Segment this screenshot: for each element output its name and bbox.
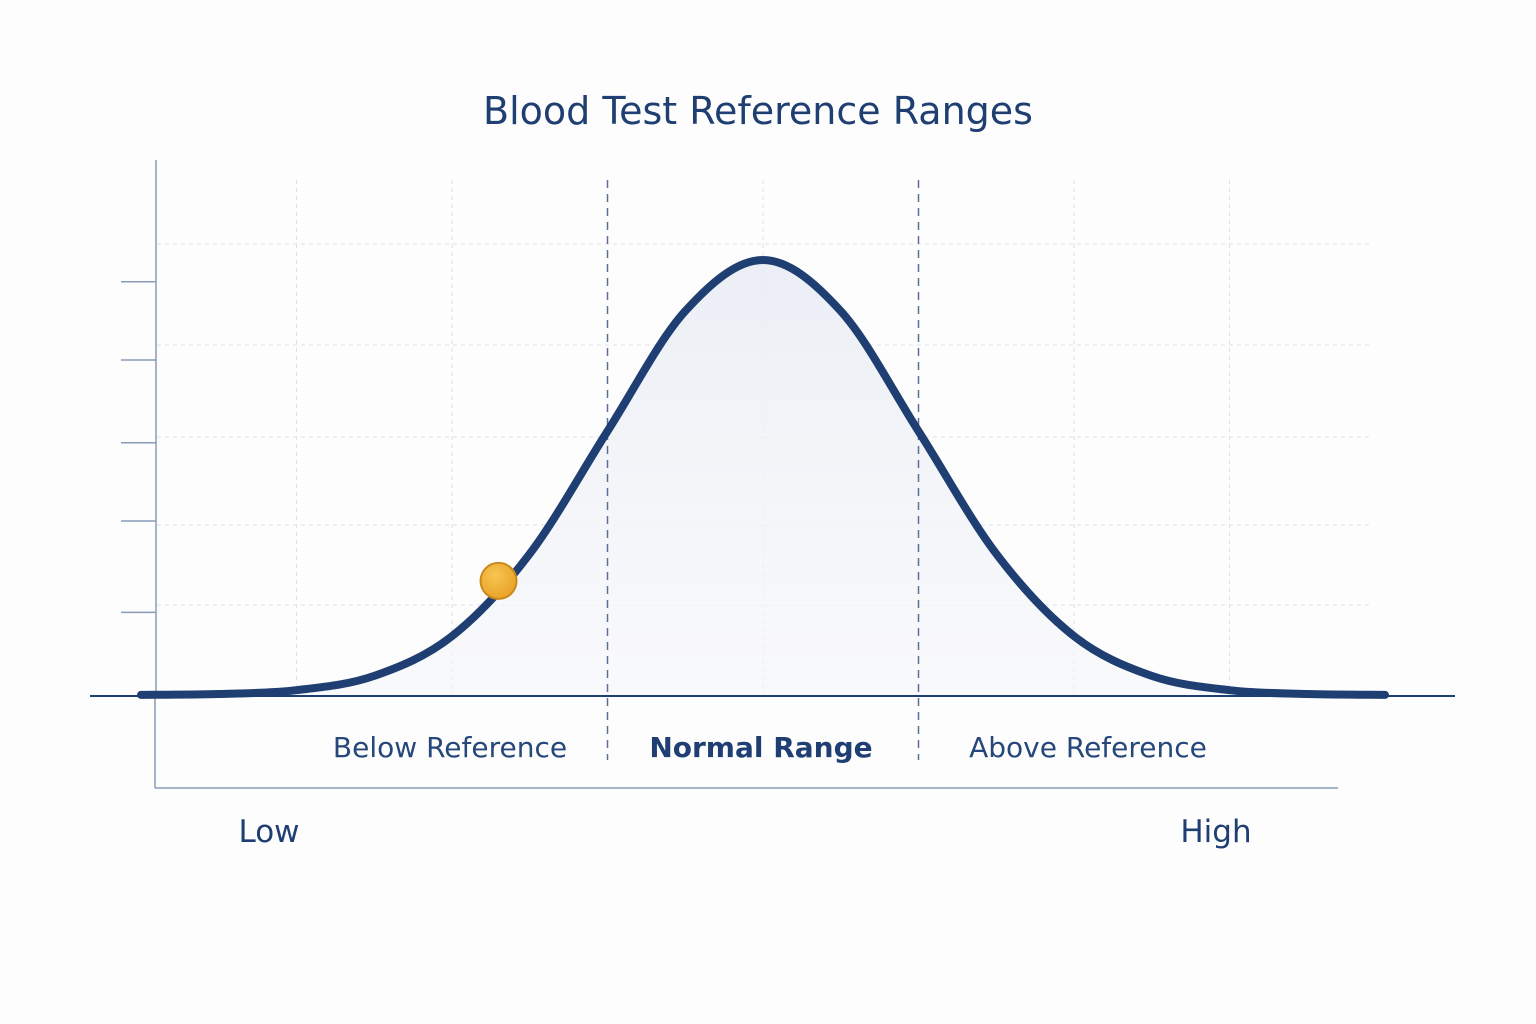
curve-area bbox=[141, 260, 1385, 695]
chart-title: Blood Test Reference Ranges bbox=[483, 89, 1033, 133]
axes bbox=[90, 160, 1455, 789]
x-label-high: High bbox=[1180, 814, 1251, 850]
result-marker bbox=[479, 561, 518, 600]
region-labels: Below Reference Normal Range Above Referen… bbox=[333, 731, 1207, 764]
x-label-low: Low bbox=[238, 814, 299, 850]
range-dividers bbox=[606, 180, 920, 760]
region-label: Below Reference bbox=[333, 731, 567, 764]
region-label: Above Reference bbox=[969, 731, 1207, 764]
region-label: Normal Range bbox=[649, 731, 872, 764]
distribution-curve bbox=[137, 255, 1389, 699]
